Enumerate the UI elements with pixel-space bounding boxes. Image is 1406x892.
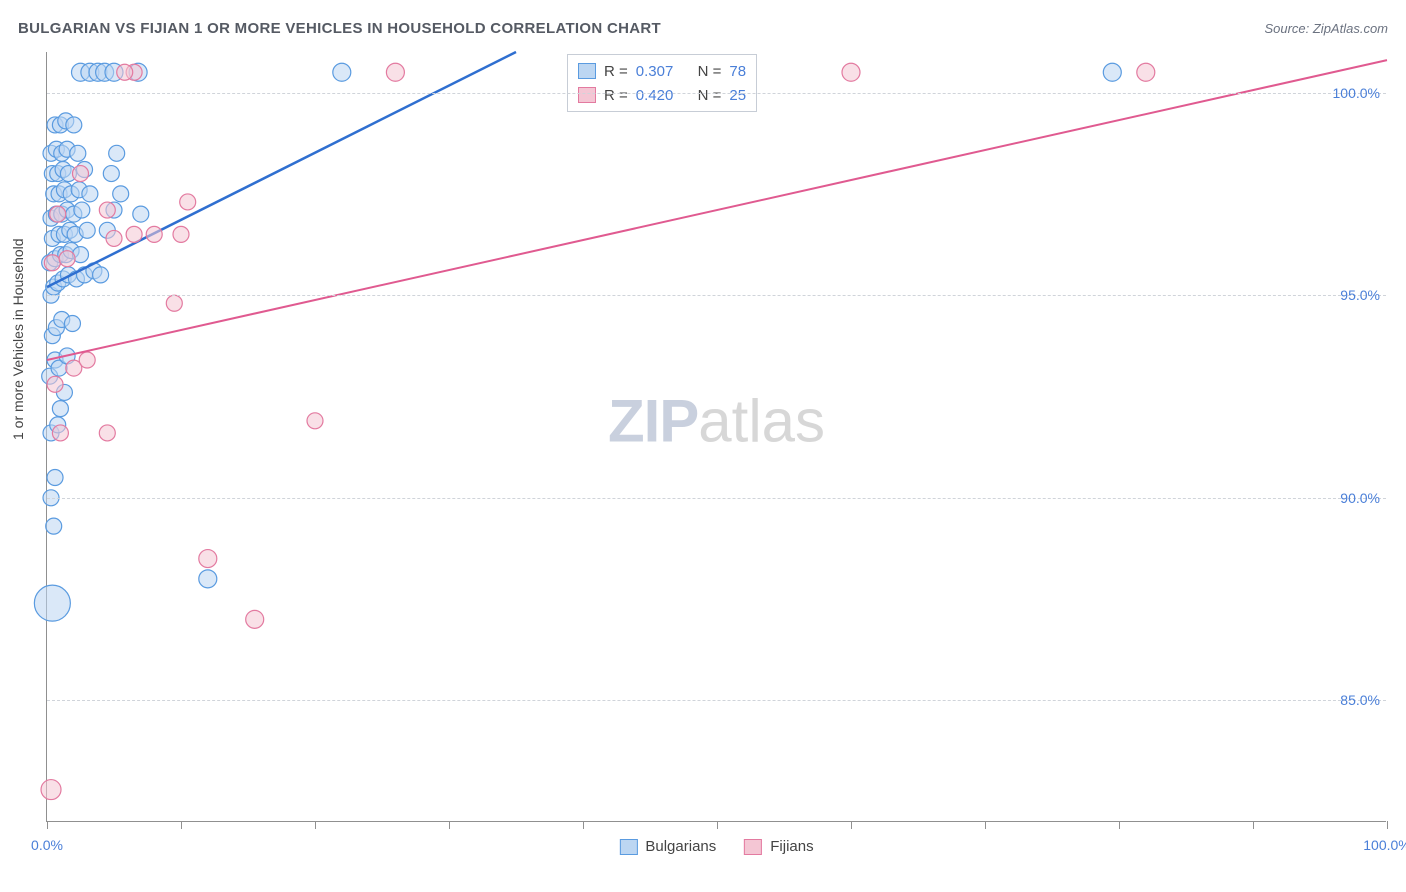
swatch-bulgarians	[578, 63, 596, 79]
correlation-legend: R = 0.307 N = 78 R = 0.420 N = 25	[567, 54, 757, 112]
r-value-bulgarians: 0.307	[636, 63, 674, 80]
swatch-fijians	[578, 87, 596, 103]
series-legend: Bulgarians Fijians	[619, 838, 813, 855]
n-value-fijians: 25	[729, 87, 746, 104]
title-bar: BULGARIAN VS FIJIAN 1 OR MORE VEHICLES I…	[18, 20, 1388, 37]
n-value-bulgarians: 78	[729, 63, 746, 80]
legend-label-bulgarians: Bulgarians	[645, 838, 716, 855]
legend-item-fijians: Fijians	[744, 838, 813, 855]
swatch-bulgarians	[619, 839, 637, 855]
legend-item-bulgarians: Bulgarians	[619, 838, 716, 855]
y-axis-label: 1 or more Vehicles in Household	[10, 238, 26, 440]
n-label: N =	[698, 63, 722, 80]
chart-title: BULGARIAN VS FIJIAN 1 OR MORE VEHICLES I…	[18, 20, 661, 37]
r-value-fijians: 0.420	[636, 87, 674, 104]
swatch-fijians	[744, 839, 762, 855]
n-label: N =	[698, 87, 722, 104]
r-label: R =	[604, 63, 628, 80]
r-label: R =	[604, 87, 628, 104]
source-label: Source: ZipAtlas.com	[1264, 21, 1388, 36]
chart-svg	[47, 52, 1386, 821]
plot-area: ZIPatlas R = 0.307 N = 78 R = 0.420 N = …	[46, 52, 1386, 822]
legend-label-fijians: Fijians	[770, 838, 813, 855]
legend-row-bulgarians: R = 0.307 N = 78	[578, 59, 746, 83]
legend-row-fijians: R = 0.420 N = 25	[578, 83, 746, 107]
